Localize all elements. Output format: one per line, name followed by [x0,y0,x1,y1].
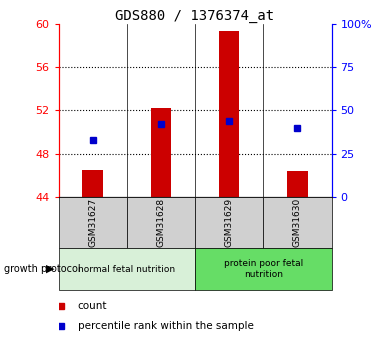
Bar [58,248,195,290]
Text: GSM31628: GSM31628 [156,198,165,247]
Bar [58,197,127,248]
Bar [195,197,263,248]
Text: GSM31629: GSM31629 [225,198,234,247]
Text: GSM31630: GSM31630 [293,198,302,247]
Bar [287,171,308,197]
Bar [151,108,171,197]
Text: GDS880 / 1376374_at: GDS880 / 1376374_at [115,9,275,23]
Text: protein poor fetal
nutrition: protein poor fetal nutrition [223,259,303,279]
Text: growth protocol: growth protocol [4,264,80,274]
Bar [127,197,195,248]
Text: GSM31627: GSM31627 [88,198,97,247]
Text: count: count [78,301,107,311]
Bar [195,248,332,290]
Text: ▶: ▶ [46,264,55,274]
Text: normal fetal nutrition: normal fetal nutrition [78,265,176,274]
Bar [219,31,239,197]
Bar [82,170,103,197]
Bar [263,197,332,248]
Text: percentile rank within the sample: percentile rank within the sample [78,321,254,331]
